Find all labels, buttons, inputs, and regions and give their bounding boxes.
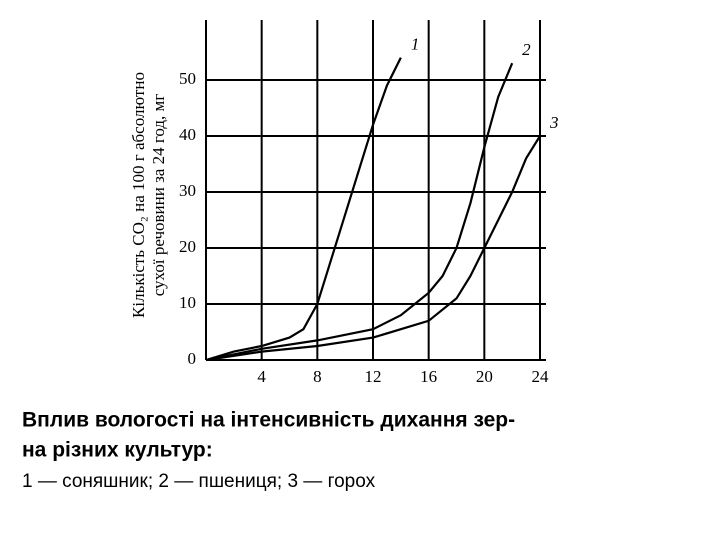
- series-label: 2: [522, 40, 531, 59]
- y-tick-label: 40: [179, 125, 196, 144]
- y-label-line: сухої речовини за 24 год, мг: [149, 94, 168, 297]
- caption: Вплив вологості на інтенсивність дихання…: [22, 409, 515, 432]
- y-label-line: Кількість CO₂ на 100 г абсолютно: [129, 72, 148, 318]
- data-line: [205, 62, 514, 362]
- data-line: [205, 135, 541, 362]
- x-tick-label: 20: [476, 367, 493, 386]
- series-label: 1: [411, 35, 420, 54]
- y-tick-label: 30: [179, 181, 196, 200]
- caption: на різних культур:: [22, 439, 213, 462]
- y-tick-label: 50: [179, 69, 196, 88]
- y-tick-label: 20: [179, 237, 196, 256]
- x-tick-label: 4: [257, 367, 266, 386]
- y-label: Кількість CO₂ на 100 г абсолютно сухої р…: [129, 72, 168, 318]
- data-line: [205, 57, 402, 362]
- legend-text: 1 — соняшник; 2 — пшениця; 3 — горох: [22, 471, 376, 492]
- y-tick-label: 10: [179, 293, 196, 312]
- x-tick-label: 8: [313, 367, 322, 386]
- x-tick-label: 12: [365, 367, 382, 386]
- series-label: 3: [549, 113, 559, 132]
- x-tick-label: 24: [532, 367, 550, 386]
- y-tick-label: 0: [188, 349, 197, 368]
- x-tick-label: 16: [420, 367, 437, 386]
